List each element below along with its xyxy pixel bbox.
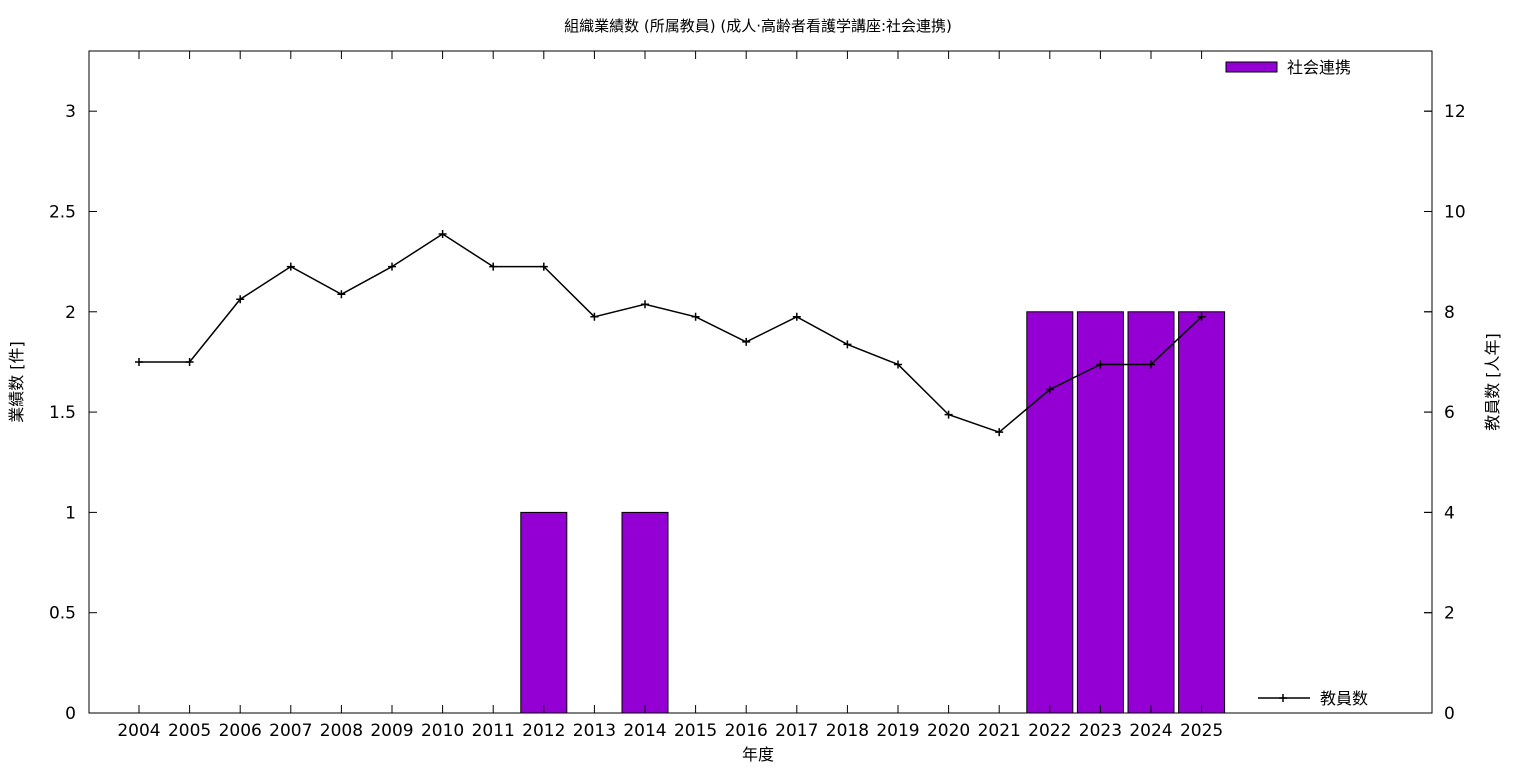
teacher-count-line	[139, 233, 1203, 433]
y-right-tick-label-6: 6	[1444, 403, 1455, 423]
x-tick-label-2018: 2018	[826, 721, 869, 741]
y-right-tick-label-2: 2	[1444, 604, 1455, 624]
x-tick-label-2016: 2016	[725, 721, 768, 741]
point-2023	[1096, 360, 1105, 369]
bar-2014	[621, 511, 669, 714]
x-tick-label-2009: 2009	[370, 721, 413, 741]
y-right-tick-label-12: 12	[1444, 102, 1466, 122]
y-left-tick-label-2.5: 2.5	[49, 202, 76, 222]
chart-title: 組織業績数 (所属教員) (成人·高齢者看護学講座:社会連携)	[564, 17, 952, 35]
x-tick-label-2022: 2022	[1028, 721, 1071, 741]
y-right-tick-label-8: 8	[1444, 303, 1455, 323]
point-2016	[742, 337, 751, 346]
y-right-tick-label-4: 4	[1444, 503, 1455, 523]
point-2025	[1197, 312, 1206, 321]
point-2019	[894, 360, 902, 369]
point-2013	[590, 312, 599, 321]
point-2006	[236, 295, 245, 304]
x-tick-label-2024: 2024	[1129, 721, 1172, 741]
line-layer	[135, 230, 1206, 437]
x-tick-label-2008: 2008	[320, 721, 363, 741]
point-2015	[691, 312, 700, 321]
right-axis: 0 2 4 6 8 10 12	[1424, 102, 1466, 724]
y-axis-left-label: 業績数 [件]	[7, 341, 26, 423]
point-2012	[539, 262, 548, 271]
point-2022	[1045, 385, 1054, 394]
legend-line: 教員数	[1258, 689, 1368, 708]
bar-2022	[1026, 311, 1074, 714]
x-axis: 2004 2005 2006 2007 2008 2009 2010 2011 2012 2013…	[117, 51, 1223, 741]
y-left-tick-label-1: 1	[65, 503, 76, 523]
point-2004	[135, 357, 143, 366]
point-2014	[641, 300, 649, 309]
x-tick-label-2011: 2011	[472, 721, 515, 741]
y-right-tick-label-0: 0	[1444, 704, 1455, 724]
point-2021	[995, 428, 1004, 437]
y-left-tick-label-0.5: 0.5	[49, 604, 76, 624]
legend-bar-swatch	[1225, 61, 1278, 73]
point-2020	[944, 410, 953, 419]
point-2008	[337, 290, 346, 299]
bar-2012	[520, 511, 568, 714]
x-tick-label-2005: 2005	[168, 721, 211, 741]
x-axis-label: 年度	[742, 745, 774, 764]
x-tick-label-2010: 2010	[421, 721, 464, 741]
x-tick-label-2015: 2015	[674, 721, 717, 741]
x-tick-label-2004: 2004	[117, 721, 160, 741]
x-tick-label-2020: 2020	[927, 721, 970, 741]
x-tick-label-2019: 2019	[876, 721, 919, 741]
legend-line-marker	[1279, 694, 1287, 702]
point-2011	[489, 262, 498, 271]
point-2009	[388, 262, 396, 271]
legend-bar-label: 社会連携	[1287, 58, 1351, 77]
x-tick-label-2025: 2025	[1180, 721, 1223, 741]
bar-2023	[1076, 311, 1124, 714]
point-2017	[792, 312, 801, 321]
y-left-tick-label-1.5: 1.5	[49, 403, 76, 423]
y-left-tick-label-3: 3	[65, 102, 76, 122]
x-tick-label-2014: 2014	[623, 721, 666, 741]
point-2024	[1147, 360, 1155, 369]
plot-frame	[88, 50, 1433, 714]
left-axis: 0 0.5 1 1.5 2 2.5 3	[49, 102, 1432, 724]
x-tick-label-2012: 2012	[522, 721, 565, 741]
x-tick-label-2006: 2006	[219, 721, 262, 741]
point-2005	[185, 357, 194, 366]
x-tick-label-2013: 2013	[573, 721, 616, 741]
x-tick-label-2017: 2017	[775, 721, 818, 741]
point-2007	[286, 262, 295, 271]
bars-layer	[520, 311, 1226, 714]
y-left-tick-label-2: 2	[65, 303, 76, 323]
bar-2025	[1178, 311, 1226, 714]
point-2010	[438, 230, 447, 239]
y-axis-right-label: 教員数 [人年]	[1483, 333, 1502, 431]
legend-line-label: 教員数	[1320, 689, 1368, 708]
y-left-tick-label-0: 0	[65, 704, 76, 724]
legend-bar: 社会連携	[1225, 58, 1351, 77]
x-tick-label-2023: 2023	[1079, 721, 1122, 741]
y-right-tick-label-10: 10	[1444, 202, 1466, 222]
x-tick-label-2021: 2021	[978, 721, 1021, 741]
x-tick-label-2007: 2007	[269, 721, 312, 741]
bar-2024	[1127, 311, 1175, 714]
point-2018	[843, 340, 852, 349]
